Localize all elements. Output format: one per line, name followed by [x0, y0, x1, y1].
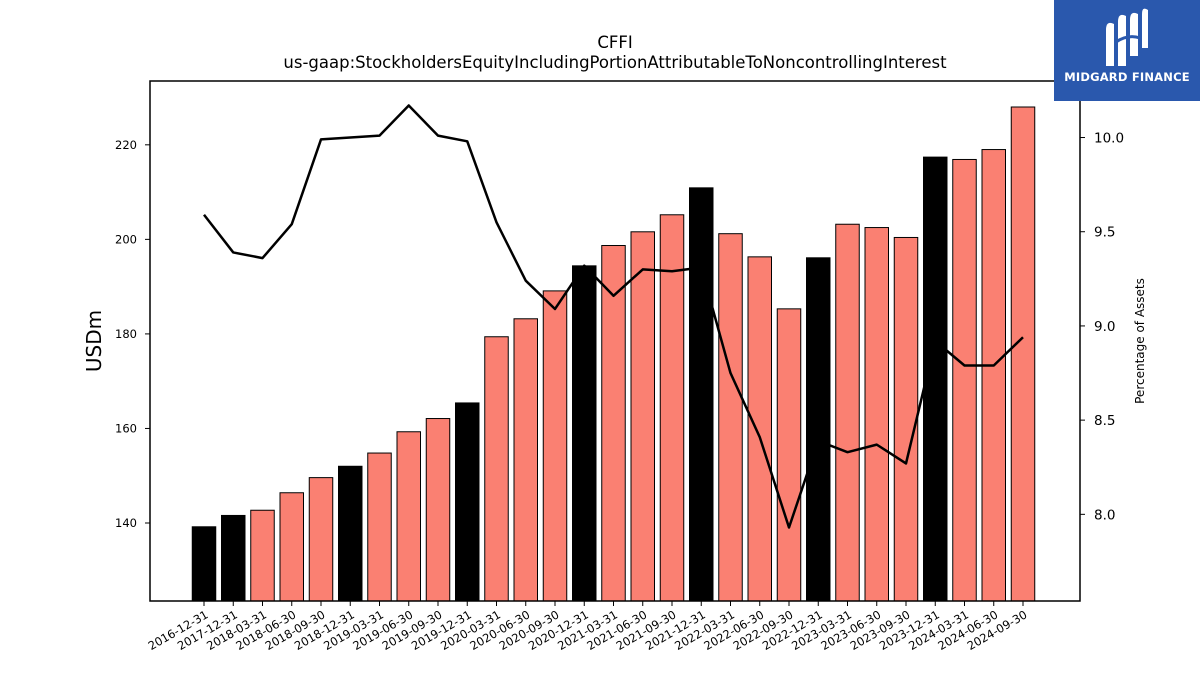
y-tick-label: 200	[115, 232, 137, 246]
y2-tick-label: 8.0	[1094, 507, 1115, 523]
bar-2018-09-30	[308, 477, 334, 602]
bar-2016-12-31	[191, 526, 217, 602]
bar-2022-06-30	[747, 256, 772, 602]
bar-2019-09-30	[425, 418, 451, 602]
bar-2024-06-30	[981, 149, 1006, 602]
bar-2022-12-31	[806, 257, 831, 602]
midgard-finance-logo: MIDGARD FINANCE	[1054, 0, 1200, 101]
y2-tick-label: 9.5	[1094, 225, 1115, 241]
y2-tick-label: 10.0	[1094, 131, 1124, 147]
bar-2021-12-31	[689, 187, 714, 602]
bar-2021-09-30	[659, 214, 685, 602]
chart-subtitle: us-gaap:StockholdersEquityIncludingPorti…	[283, 53, 947, 72]
y-tick-label: 220	[115, 138, 137, 152]
bar-2018-06-30	[279, 492, 304, 602]
bar-2023-03-31	[835, 223, 860, 602]
bar-2020-09-30	[542, 290, 568, 602]
y-tick-label: 160	[115, 421, 137, 435]
bar-2017-12-31	[221, 514, 246, 602]
y2-axis: 8.0 8.5 9.0 9.5 10.0	[1080, 131, 1124, 523]
bar-2019-03-31	[367, 452, 392, 602]
x-axis: 2016-12-312017-12-312018-03-312018-06-30…	[146, 601, 1030, 653]
percentage-line	[203, 104, 1024, 529]
logo-text: MIDGARD FINANCE	[1064, 70, 1190, 84]
bar-2020-12-31	[572, 265, 597, 602]
bar-2023-09-30	[893, 236, 919, 602]
bar-2021-03-31	[601, 245, 626, 602]
bar-2021-06-30	[630, 231, 655, 602]
bar-2019-06-30	[396, 431, 421, 602]
bar-2019-12-31	[455, 402, 480, 602]
bar-2022-09-30	[776, 308, 802, 602]
y2-tick-label: 8.5	[1094, 413, 1115, 429]
bar-2020-06-30	[513, 318, 538, 602]
y-tick-label: 180	[115, 327, 137, 341]
y-axis-label: USDm	[82, 310, 106, 372]
bar-2018-12-31	[338, 465, 363, 602]
y2-axis-label: Percentage of Assets	[1133, 278, 1147, 404]
bar-2023-06-30	[864, 227, 889, 602]
bar-2024-09-30	[1010, 106, 1036, 602]
chart-title: CFFI	[597, 33, 632, 52]
midgard-logo-icon	[1106, 8, 1148, 66]
y2-tick-label: 9.0	[1094, 319, 1115, 335]
bar-series	[191, 106, 1036, 602]
y-axis: 140 160 180 200 220	[115, 138, 150, 530]
plot-frame	[149, 80, 1081, 602]
bar-2020-03-31	[484, 336, 509, 602]
bar-2024-03-31	[952, 158, 977, 602]
bar-2022-03-31	[718, 233, 743, 602]
bar-2018-03-31	[250, 509, 275, 602]
y-tick-label: 140	[115, 516, 137, 530]
